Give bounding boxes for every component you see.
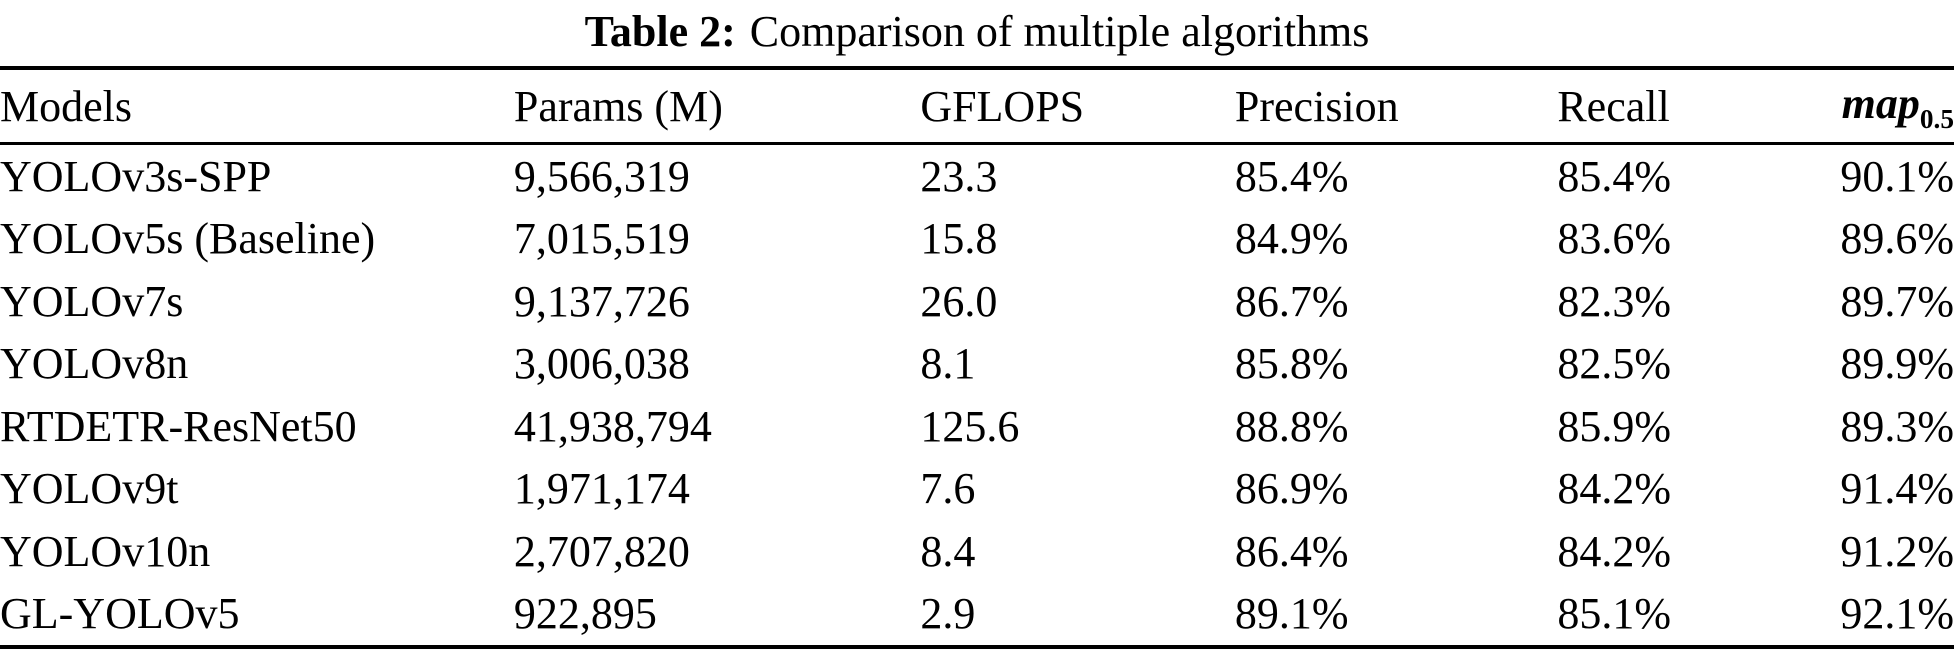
cell-precision: 84.9% — [1234, 214, 1349, 264]
cell-params: 41,938,794 — [513, 401, 712, 451]
table-row: YOLOv8n 3,006,038 8.1 85.8% 82.5% 89.9% — [0, 333, 1954, 396]
cell-params: 922,895 — [513, 589, 657, 639]
table-row: YOLOv9t 1,971,174 7.6 86.9% 84.2% 91.4% — [0, 458, 1954, 521]
cell-params: 7,015,519 — [513, 214, 690, 264]
cell-precision: 89.1% — [1234, 589, 1349, 639]
header-map-subscript: 0.5 — [1919, 103, 1954, 134]
cell-precision: 85.8% — [1234, 339, 1349, 389]
comparison-table: Models Params (M) GFLOPS Precision Recal… — [0, 66, 1954, 649]
cell-gflops: 26.0 — [920, 276, 998, 326]
cell-recall: 84.2% — [1557, 526, 1671, 576]
header-map-base: map — [1841, 78, 1920, 128]
table-row: YOLOv5s (Baseline) 7,015,519 15.8 84.9% … — [0, 208, 1954, 271]
cell-map: 90.1% — [1840, 151, 1954, 201]
table-row: GL-YOLOv5 922,895 2.9 89.1% 85.1% 92.1% — [0, 583, 1954, 648]
cell-map: 89.7% — [1840, 276, 1954, 326]
header-precision: Precision — [1234, 68, 1558, 145]
cell-map: 91.2% — [1840, 526, 1954, 576]
cell-model: YOLOv8n — [0, 339, 189, 389]
table-row: YOLOv7s 9,137,726 26.0 86.7% 82.3% 89.7% — [0, 270, 1954, 333]
cell-model: GL-YOLOv5 — [0, 589, 240, 639]
cell-recall: 84.2% — [1557, 464, 1671, 514]
header-recall: Recall — [1557, 68, 1763, 145]
cell-map: 89.3% — [1840, 401, 1954, 451]
cell-map: 89.6% — [1840, 214, 1954, 264]
cell-recall: 85.9% — [1557, 401, 1671, 451]
cell-recall: 85.1% — [1557, 589, 1671, 639]
cell-gflops: 7.6 — [920, 464, 976, 514]
cell-model: RTDETR-ResNet50 — [0, 401, 357, 451]
table-caption-text: Comparison of multiple algorithms — [749, 7, 1370, 56]
cell-model: YOLOv10n — [0, 526, 211, 576]
table-caption: Table 2: Comparison of multiple algorithm… — [0, 0, 1954, 66]
cell-gflops: 23.3 — [920, 151, 998, 201]
cell-model: YOLOv7s — [0, 276, 184, 326]
cell-recall: 82.3% — [1557, 276, 1671, 326]
cell-precision: 86.4% — [1234, 526, 1349, 576]
cell-precision: 85.4% — [1234, 151, 1349, 201]
cell-params: 9,566,319 — [513, 151, 690, 201]
header-models: Models — [0, 68, 514, 145]
cell-precision: 86.9% — [1234, 464, 1349, 514]
header-map: map0.5 — [1762, 68, 1954, 145]
cell-gflops: 2.9 — [920, 589, 976, 639]
cell-recall: 85.4% — [1557, 151, 1671, 201]
cell-recall: 82.5% — [1557, 339, 1671, 389]
cell-gflops: 15.8 — [920, 214, 998, 264]
header-gflops: GFLOPS — [920, 68, 1235, 145]
cell-map: 89.9% — [1840, 339, 1954, 389]
table-row: RTDETR-ResNet50 41,938,794 125.6 88.8% 8… — [0, 395, 1954, 458]
cell-precision: 86.7% — [1234, 276, 1349, 326]
cell-params: 2,707,820 — [513, 526, 690, 576]
cell-model: YOLOv5s (Baseline) — [0, 214, 376, 264]
cell-map: 92.1% — [1840, 589, 1954, 639]
cell-model: YOLOv9t — [0, 464, 179, 514]
cell-gflops: 125.6 — [920, 401, 1020, 451]
header-params: Params (M) — [513, 68, 921, 145]
table-header-row: Models Params (M) GFLOPS Precision Recal… — [0, 68, 1954, 145]
cell-gflops: 8.4 — [920, 526, 976, 576]
cell-gflops: 8.1 — [920, 339, 976, 389]
cell-params: 9,137,726 — [513, 276, 690, 326]
table-row: YOLOv3s-SPP 9,566,319 23.3 85.4% 85.4% 9… — [0, 144, 1954, 208]
cell-params: 3,006,038 — [513, 339, 690, 389]
cell-map: 91.4% — [1840, 464, 1954, 514]
table-caption-label: Table 2: — [584, 7, 736, 56]
cell-precision: 88.8% — [1234, 401, 1349, 451]
cell-recall: 83.6% — [1557, 214, 1671, 264]
cell-params: 1,971,174 — [513, 464, 690, 514]
table-row: YOLOv10n 2,707,820 8.4 86.4% 84.2% 91.2% — [0, 520, 1954, 583]
cell-model: YOLOv3s-SPP — [0, 151, 272, 201]
